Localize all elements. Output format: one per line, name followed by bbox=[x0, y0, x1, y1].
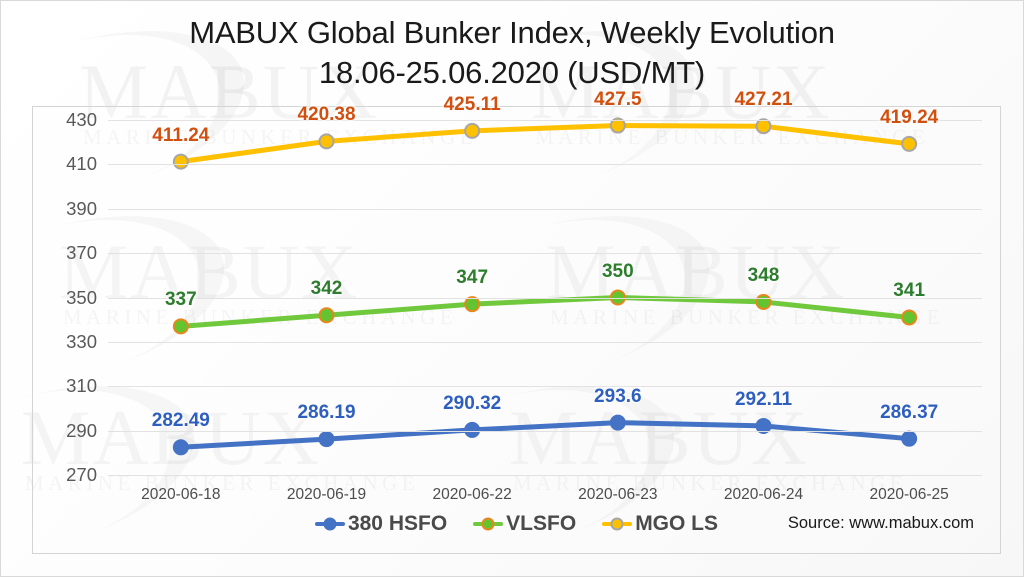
data-label: 293.6 bbox=[594, 385, 642, 407]
data-label: 290.32 bbox=[443, 392, 502, 414]
legend-marker-icon bbox=[602, 516, 633, 532]
data-label: 419.24 bbox=[880, 106, 939, 128]
data-label: 341 bbox=[893, 280, 926, 302]
data-point-marker[interactable] bbox=[172, 318, 189, 335]
gridline bbox=[108, 430, 982, 432]
page-title: MABUX Global Bunker Index, Weekly Evolut… bbox=[1, 13, 1023, 94]
data-point-marker[interactable] bbox=[318, 431, 335, 448]
legend: 380 HSFO VLSFO MGO LS bbox=[33, 512, 1000, 536]
data-label: 427.5 bbox=[594, 88, 642, 110]
data-label: 411.24 bbox=[152, 124, 210, 146]
data-point-marker[interactable] bbox=[318, 307, 335, 324]
legend-item-mgo-ls[interactable]: MGO LS bbox=[602, 512, 718, 536]
data-label: 420.38 bbox=[297, 104, 356, 126]
data-label: 337 bbox=[164, 289, 197, 311]
data-point-marker[interactable] bbox=[755, 118, 772, 135]
data-label: 342 bbox=[310, 278, 343, 300]
data-point-marker[interactable] bbox=[755, 417, 772, 434]
gridline bbox=[108, 297, 982, 299]
gridline bbox=[108, 208, 982, 210]
data-label: 348 bbox=[747, 264, 780, 286]
gridline bbox=[108, 341, 982, 343]
data-point-marker[interactable] bbox=[901, 309, 918, 326]
y-axis-tick: 290 bbox=[66, 419, 97, 441]
gridline bbox=[108, 164, 982, 166]
legend-label: 380 HSFO bbox=[347, 512, 448, 535]
gridline bbox=[108, 120, 982, 121]
gridline bbox=[108, 253, 982, 255]
data-label: 350 bbox=[601, 260, 634, 282]
x-axis-tick: 2020-06-25 bbox=[869, 486, 949, 503]
y-axis-tick: 390 bbox=[66, 197, 97, 219]
x-axis-tick: 2020-06-24 bbox=[723, 486, 804, 503]
gridline bbox=[108, 386, 982, 388]
x-axis-tick: 2020-06-18 bbox=[141, 486, 221, 503]
data-label: 425.11 bbox=[443, 93, 501, 115]
x-axis-tick: 2020-06-22 bbox=[432, 486, 512, 503]
chart-container: 430 410 390 370 350 330 310 290 270 2020-06-18 202… bbox=[32, 89, 1001, 554]
y-axis-tick: 410 bbox=[66, 153, 97, 175]
data-point-marker[interactable] bbox=[172, 153, 189, 170]
x-axis-tick: 2020-06-23 bbox=[578, 486, 658, 503]
data-point-marker[interactable] bbox=[901, 430, 918, 447]
legend-label: MGO LS bbox=[635, 512, 719, 535]
data-label: 292.11 bbox=[734, 388, 793, 410]
source-text: Source: www.mabux.com bbox=[787, 514, 974, 532]
data-label: 427.21 bbox=[734, 89, 793, 111]
legend-marker-icon bbox=[314, 516, 345, 532]
data-label: 347 bbox=[456, 267, 489, 289]
legend-label: VLSFO bbox=[506, 512, 577, 535]
data-point-marker[interactable] bbox=[464, 296, 481, 313]
series-line bbox=[178, 123, 912, 165]
data-point-marker[interactable] bbox=[464, 122, 481, 139]
legend-marker-icon bbox=[473, 516, 504, 532]
y-axis-tick: 270 bbox=[66, 464, 97, 485]
data-point-marker[interactable] bbox=[172, 439, 189, 456]
data-point-marker[interactable] bbox=[318, 133, 335, 150]
title-line-2: 18.06-25.06.2020 (USD/MT) bbox=[318, 55, 706, 91]
y-axis-tick: 430 bbox=[66, 109, 97, 130]
data-point-marker[interactable] bbox=[464, 421, 481, 438]
y-axis-tick: 310 bbox=[66, 375, 97, 397]
data-point-marker[interactable] bbox=[609, 414, 626, 431]
y-axis-tick: 350 bbox=[66, 286, 97, 308]
y-axis-tick: 330 bbox=[66, 330, 97, 352]
x-axis-tick: 2020-06-19 bbox=[286, 486, 367, 503]
legend-item-380-hsfo[interactable]: 380 HSFO bbox=[314, 512, 448, 536]
data-label: 286.37 bbox=[880, 401, 939, 423]
y-axis-tick: 370 bbox=[66, 242, 97, 264]
legend-item-vlsfo[interactable]: VLSFO bbox=[473, 512, 576, 536]
series-line bbox=[178, 420, 912, 450]
gridline bbox=[108, 475, 982, 476]
data-point-marker[interactable] bbox=[901, 135, 918, 152]
data-label: 286.19 bbox=[297, 402, 356, 424]
data-point-marker[interactable] bbox=[609, 117, 626, 134]
series-lines bbox=[172, 117, 918, 456]
plot-area: 430 410 390 370 350 330 310 290 270 2020-06-18 202… bbox=[66, 89, 982, 503]
series-line bbox=[178, 295, 912, 329]
data-label: 282.49 bbox=[151, 410, 210, 432]
title-line-1: MABUX Global Bunker Index, Weekly Evolut… bbox=[189, 15, 835, 50]
